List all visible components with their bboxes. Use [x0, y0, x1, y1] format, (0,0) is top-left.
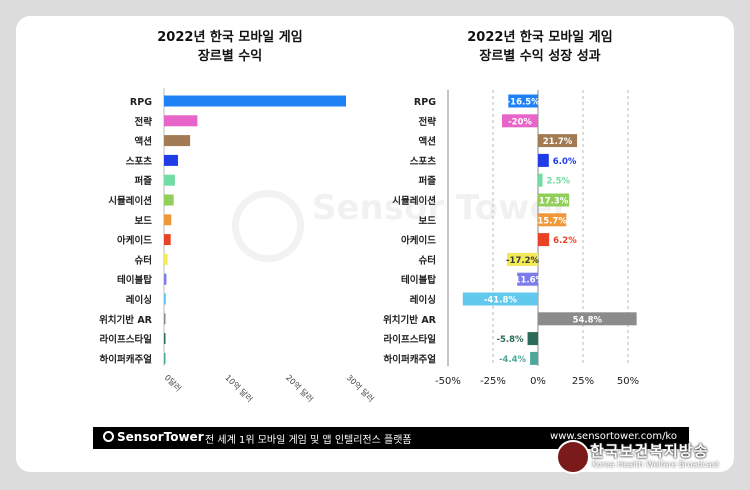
- chart-card: [16, 16, 734, 472]
- data-label: -41.8%: [484, 296, 517, 306]
- category-label: 스포츠: [126, 155, 152, 167]
- chart-title-line2: 장르별 수익: [197, 49, 263, 64]
- footer-bar: SensorTower 전 세계 1위 모바일 게임 및 앱 인텔리전스 플랫폼…: [93, 427, 689, 449]
- x-tick-label: 0%: [530, 376, 546, 387]
- category-label: 아케이드: [117, 235, 152, 247]
- growth-bar: [508, 94, 538, 108]
- revenue-bar: [164, 194, 174, 206]
- category-label: 라이프스타일: [384, 334, 437, 346]
- category-label: 보드: [419, 216, 437, 227]
- category-label: 전략: [419, 116, 437, 128]
- category-label: RPG: [130, 97, 152, 108]
- revenue-bar: [164, 293, 166, 305]
- data-label: -5.8%: [496, 335, 524, 345]
- category-label: 스포츠: [410, 155, 436, 167]
- growth-bar: [538, 153, 549, 167]
- growth-bar: [538, 173, 543, 187]
- growth-bar: [538, 233, 550, 247]
- revenue-bar: [164, 333, 166, 345]
- category-label: 시뮬레이션: [108, 195, 152, 207]
- footer-brand: SensorTower: [117, 430, 204, 444]
- category-label: 슈터: [419, 254, 436, 266]
- revenue-bar: [164, 273, 167, 285]
- revenue-bar: [164, 253, 168, 265]
- x-tick-label: 50%: [617, 376, 639, 387]
- data-label: 54.8%: [573, 315, 603, 325]
- data-label: 15.7%: [537, 216, 567, 226]
- data-label: -11.6%: [511, 276, 544, 286]
- watermark-logo-icon: [232, 190, 304, 262]
- chart-title-growth: 2022년 한국 모바일 게임 장르별 수익 성장 성과: [410, 28, 670, 66]
- data-label: 6.0%: [553, 157, 577, 167]
- data-label: -16.5%: [507, 98, 540, 108]
- data-label: -17.2%: [506, 256, 539, 266]
- revenue-bar: [164, 174, 175, 186]
- growth-bar: [507, 252, 538, 266]
- x-tick-label: -25%: [480, 376, 506, 387]
- chart-title-line2: 장르별 수익 성장 성과: [479, 49, 601, 64]
- sensortower-logo-icon: [103, 431, 114, 442]
- data-label: 2.5%: [547, 177, 571, 187]
- growth-bar: [517, 272, 538, 286]
- growth-bar: [462, 292, 538, 306]
- growth-bar: [538, 312, 637, 326]
- category-label: 하이퍼캐주얼: [100, 353, 153, 365]
- broadcaster-name-ko: 한국보건복지방송: [590, 442, 709, 460]
- category-label: 레이싱: [126, 294, 152, 306]
- category-label: 퍼즐: [419, 175, 437, 187]
- category-label: 레이싱: [410, 294, 436, 306]
- category-label: 위치기반 AR: [383, 314, 437, 326]
- category-label: 보드: [135, 216, 153, 227]
- chart-title-line1: 2022년 한국 모바일 게임: [157, 30, 303, 45]
- growth-bar: [502, 114, 538, 128]
- x-tick-label: -50%: [435, 376, 461, 387]
- revenue-bar: [164, 95, 346, 107]
- growth-bar: [527, 332, 538, 346]
- category-label: 아케이드: [401, 235, 436, 247]
- growth-bar: [538, 134, 578, 148]
- category-label: 하이퍼캐주얼: [384, 353, 437, 365]
- growth-bar: [538, 193, 570, 207]
- data-label: -4.4%: [499, 355, 527, 365]
- category-label: RPG: [414, 97, 436, 108]
- category-label: 액션: [135, 136, 152, 148]
- x-tick-label: 25%: [572, 376, 594, 387]
- revenue-bar: [164, 115, 198, 127]
- revenue-bar: [164, 135, 191, 147]
- category-label: 슈터: [135, 254, 152, 266]
- category-label: 퍼즐: [135, 175, 153, 187]
- category-label: 위치기반 AR: [99, 314, 153, 326]
- category-label: 액션: [419, 136, 436, 148]
- revenue-bar: [164, 313, 166, 325]
- footer-tagline: 전 세계 1위 모바일 게임 및 앱 인텔리전스 플랫폼: [205, 435, 412, 446]
- category-label: 시뮬레이션: [392, 195, 436, 207]
- revenue-bar: [164, 214, 172, 226]
- growth-bar: [538, 213, 567, 227]
- watermark-text: Sensor Tower: [312, 188, 570, 228]
- chart-title-revenue: 2022년 한국 모바일 게임 장르별 수익: [110, 28, 350, 66]
- data-label: -20%: [508, 117, 532, 127]
- data-label: 21.7%: [543, 137, 573, 147]
- data-label: 6.2%: [553, 236, 577, 246]
- footer-logo[interactable]: SensorTower: [103, 430, 204, 444]
- revenue-bar: [164, 154, 178, 166]
- category-label: 테이블탑: [401, 274, 436, 286]
- revenue-bar: [164, 352, 166, 364]
- revenue-bar: [164, 234, 171, 246]
- category-label: 전략: [135, 116, 153, 128]
- broadcaster-name-en: Korea Health Welfare Broadcast: [592, 460, 719, 469]
- broadcaster-stamp: 한국보건복지방송 Korea Health Welfare Broadcast: [556, 440, 736, 484]
- growth-bar: [530, 351, 538, 365]
- category-label: 테이블탑: [117, 274, 152, 286]
- category-label: 라이프스타일: [100, 334, 153, 346]
- chart-title-line1: 2022년 한국 모바일 게임: [467, 30, 613, 45]
- footer-url[interactable]: www.sensortower.com/ko: [550, 431, 677, 442]
- data-label: 17.3%: [539, 197, 569, 207]
- broadcaster-seal-icon: [556, 440, 590, 474]
